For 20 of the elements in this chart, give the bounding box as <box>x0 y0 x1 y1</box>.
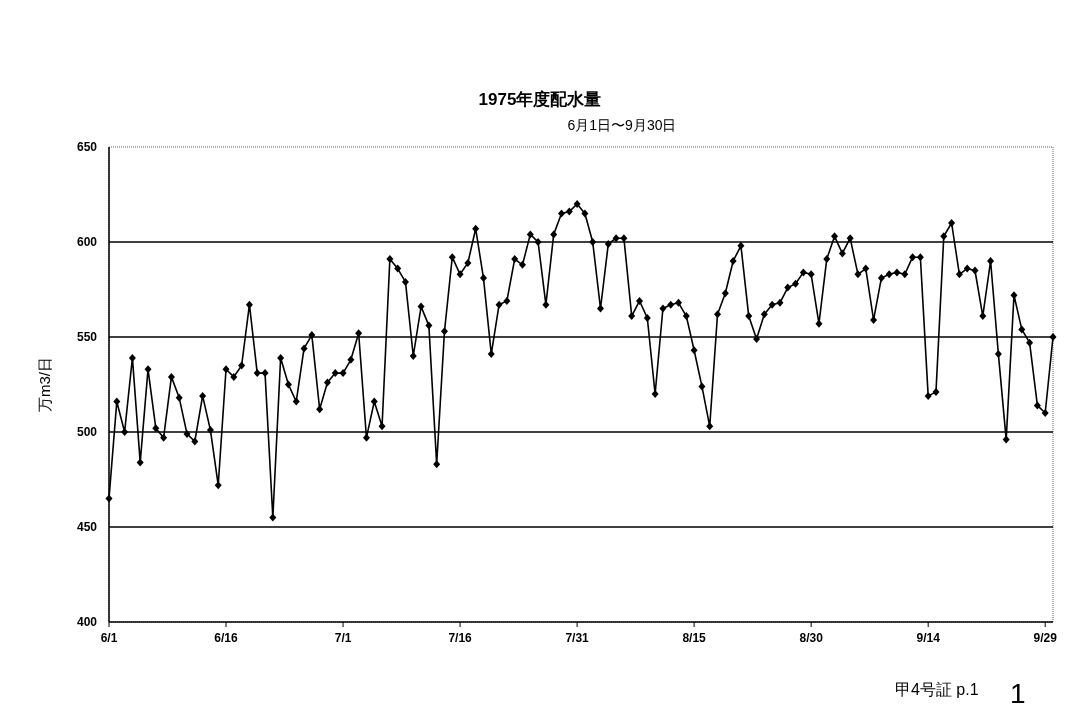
x-tick-label: 8/30 <box>799 631 824 645</box>
x-tick-label: 9/29 <box>1033 631 1058 645</box>
x-tick-label: 6/1 <box>100 631 118 645</box>
x-tick-label: 9/14 <box>916 631 941 645</box>
y-tick-label: 600 <box>76 235 98 249</box>
x-tick-label: 7/1 <box>334 631 352 645</box>
text: 1 <box>1010 678 1026 709</box>
x-tick-label: 7/31 <box>565 631 590 645</box>
y-tick-label: 550 <box>76 330 98 344</box>
x-tick-label: 7/16 <box>448 631 473 645</box>
y-tick-label: 500 <box>76 425 98 439</box>
y-tick-label: 450 <box>76 520 98 534</box>
x-tick-label: 6/16 <box>214 631 239 645</box>
text: 甲4号証 p.1 <box>895 681 979 698</box>
y-axis-title: 万m3/日 <box>36 356 53 413</box>
y-tick-label: 650 <box>76 140 98 154</box>
y-tick-label: 400 <box>76 615 98 629</box>
x-tick-label: 8/15 <box>682 631 707 645</box>
chart-subtitle: 6月1日〜9月30日 <box>567 117 677 133</box>
chart-title: 1975年度配水量 <box>478 90 602 109</box>
